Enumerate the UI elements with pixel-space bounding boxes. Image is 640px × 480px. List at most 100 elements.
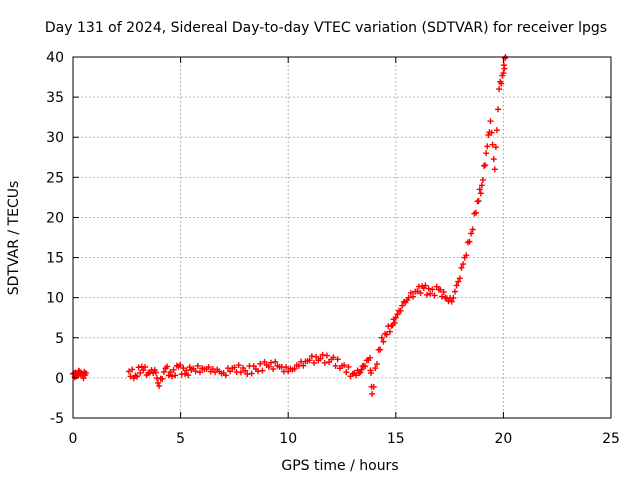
data-point (160, 368, 167, 375)
data-point (237, 369, 244, 376)
data-point (391, 320, 398, 327)
data-point (235, 362, 242, 369)
data-point (431, 292, 438, 299)
data-point (482, 162, 489, 169)
y-tick-label: 40 (46, 50, 64, 66)
data-point (417, 290, 424, 297)
data-point (500, 70, 507, 77)
data-point (490, 156, 497, 163)
data-point (488, 129, 495, 136)
data-point (368, 370, 375, 377)
data-point (460, 261, 467, 268)
data-point (341, 362, 348, 369)
data-point (468, 230, 475, 237)
data-point (451, 288, 458, 295)
data-point (356, 370, 363, 377)
data-point (196, 369, 203, 376)
data-point (479, 176, 486, 183)
data-point (477, 190, 484, 197)
y-tick-label: 30 (46, 130, 64, 146)
y-tick-label: 15 (46, 251, 64, 267)
data-point (399, 302, 406, 309)
data-point (172, 372, 179, 379)
data-point (80, 375, 87, 382)
data-point (159, 375, 166, 382)
data-point (472, 209, 479, 216)
data-point (501, 65, 508, 72)
data-point (491, 166, 498, 173)
data-point (185, 372, 192, 379)
data-point (168, 373, 175, 380)
axes-frame (72, 56, 612, 419)
data-point (453, 282, 460, 289)
data-point (456, 275, 463, 282)
x-tick-label: 0 (69, 431, 78, 447)
data-point (308, 353, 315, 360)
data-point (383, 331, 390, 338)
data-point (394, 311, 401, 318)
data-point (345, 363, 352, 370)
data-point (483, 150, 490, 157)
data-point (152, 369, 159, 376)
data-point (231, 364, 238, 371)
data-point (498, 80, 505, 87)
data-point (270, 365, 277, 372)
data-point (433, 283, 440, 290)
chart-title: Day 131 of 2024, Sidereal Day-to-day VTE… (45, 20, 607, 36)
data-point (155, 379, 162, 386)
data-point (311, 359, 318, 366)
data-point (448, 298, 455, 305)
data-point (248, 370, 255, 377)
y-tick-label: 20 (46, 210, 64, 226)
grid (73, 57, 611, 418)
x-tick-label: 10 (279, 431, 297, 447)
data-point (323, 352, 330, 359)
data-point (156, 382, 163, 389)
data-point (439, 293, 446, 300)
data-point (291, 365, 298, 372)
data-point (134, 373, 141, 380)
data-point (300, 362, 307, 369)
data-point (180, 365, 187, 372)
data-series (70, 54, 509, 397)
data-point (405, 294, 412, 301)
data-point (429, 286, 436, 293)
data-point (259, 367, 266, 374)
data-point (496, 86, 503, 93)
y-tick-label: 10 (46, 291, 64, 307)
data-point (127, 373, 134, 380)
data-point (167, 369, 174, 376)
data-point (170, 366, 177, 373)
y-tick-label: 35 (46, 90, 64, 106)
data-point (82, 370, 89, 377)
x-tick-label: 20 (494, 431, 512, 447)
data-point (481, 162, 488, 169)
data-point (440, 289, 447, 296)
data-point (332, 362, 339, 369)
data-point (370, 383, 377, 390)
data-point (142, 364, 149, 371)
data-point (227, 368, 234, 375)
data-point (366, 354, 373, 361)
x-tick-label: 25 (602, 431, 620, 447)
data-point (321, 359, 328, 366)
y-tick-label: -5 (50, 411, 64, 427)
data-point (362, 363, 369, 370)
y-axis-label: SDTVAR / TECUs (6, 181, 22, 296)
data-point (492, 144, 499, 151)
data-point (484, 143, 491, 150)
data-point (377, 346, 384, 353)
data-point (450, 294, 457, 301)
data-point (181, 370, 188, 377)
data-point (164, 363, 171, 370)
data-point (272, 358, 279, 365)
data-point (129, 366, 136, 373)
data-point (242, 367, 249, 374)
data-point (177, 361, 184, 368)
data-point (125, 368, 132, 375)
data-point (165, 372, 172, 379)
data-point (306, 357, 313, 364)
data-point (369, 390, 376, 397)
data-point (267, 359, 274, 366)
data-point (410, 293, 417, 300)
